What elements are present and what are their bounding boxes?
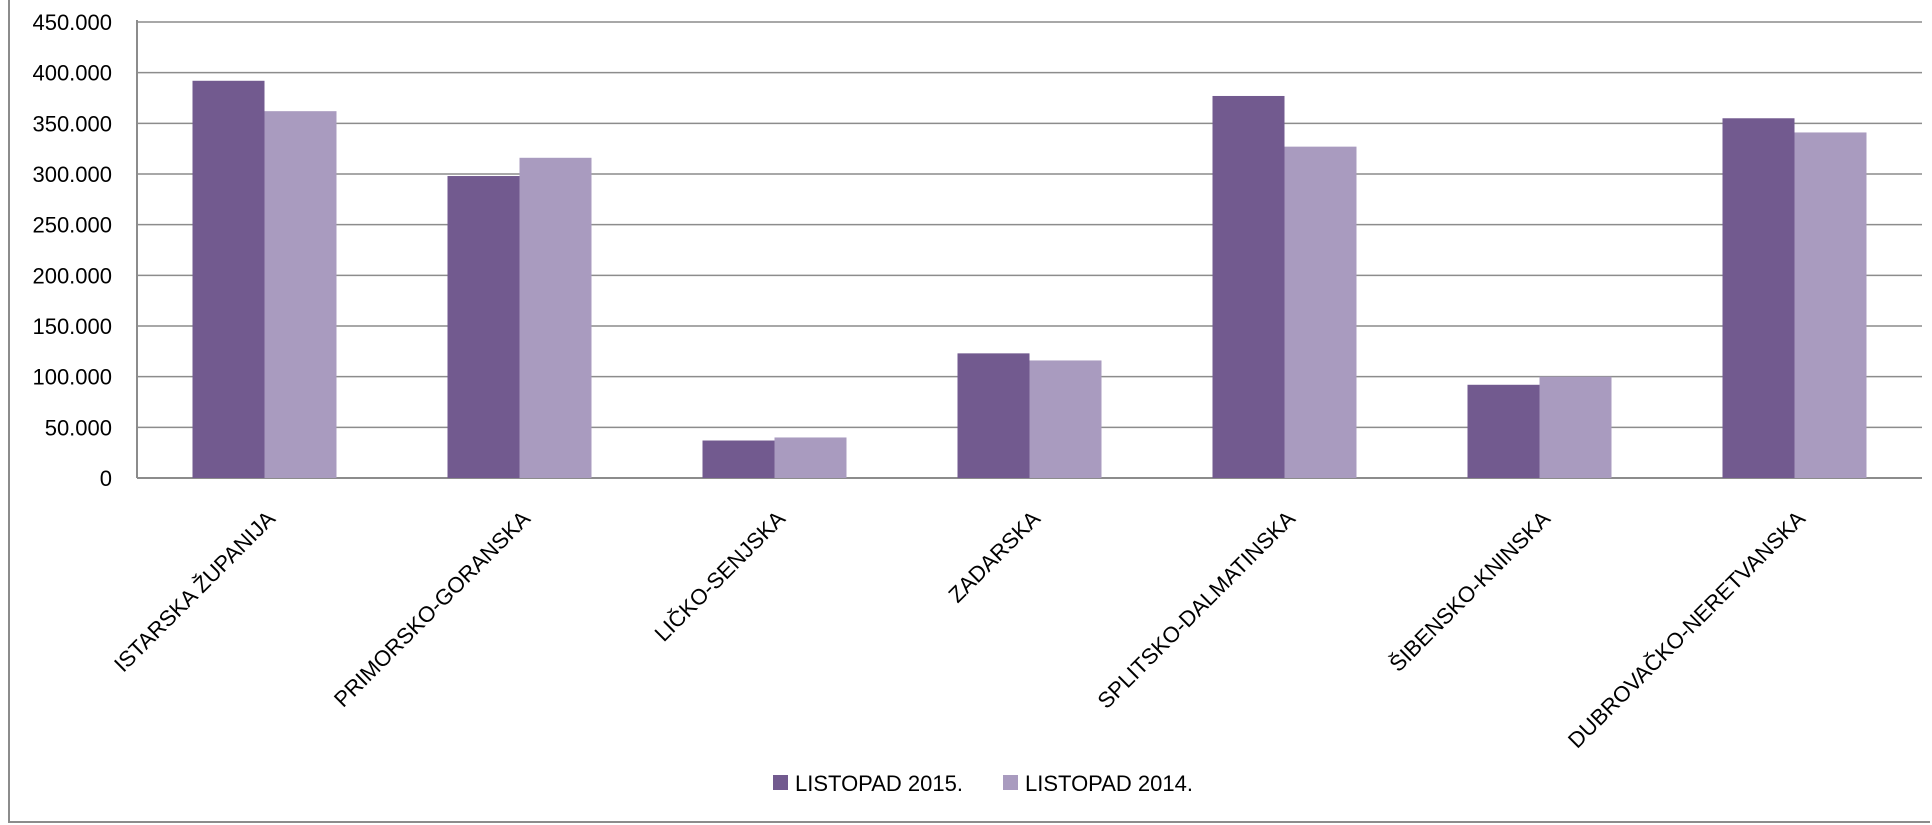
bar	[264, 111, 337, 478]
y-tick-label: 200.000	[32, 263, 112, 288]
bar	[1029, 360, 1102, 478]
y-tick-label: 100.000	[32, 365, 112, 390]
legend-label: LISTOPAD 2015.	[795, 771, 963, 796]
bar	[1212, 95, 1285, 479]
x-category-label: ISTARSKA ŽUPANIJA	[109, 506, 280, 677]
x-category-label: PRIMORSKO-GORANSKA	[329, 506, 535, 712]
y-tick-label: 0	[100, 466, 112, 491]
x-category-label: SPLITSKO-DALMATINSKA	[1092, 506, 1300, 714]
y-tick-label: 250.000	[32, 213, 112, 238]
bar	[1539, 376, 1612, 478]
x-category-label: ZADARSKA	[943, 506, 1045, 608]
x-category-label: DUBROVAČKO-NERETVANSKA	[1563, 506, 1810, 753]
chart-frame	[8, 0, 1930, 823]
bar	[1794, 132, 1867, 478]
legend-swatch	[1003, 775, 1018, 790]
bar	[1284, 146, 1357, 478]
y-tick-label: 50.000	[45, 415, 112, 440]
x-category-label: LIČKO-SENJSKA	[650, 506, 791, 647]
bar	[1467, 384, 1540, 478]
x-category-label: ŠIBENSKO-KNINSKA	[1384, 506, 1555, 677]
legend-swatch	[773, 775, 788, 790]
y-tick-label: 450.000	[32, 10, 112, 35]
y-tick-label: 400.000	[32, 61, 112, 86]
bar	[1722, 118, 1795, 479]
legend-label: LISTOPAD 2014.	[1025, 771, 1193, 796]
bar	[774, 437, 847, 478]
bar	[702, 440, 775, 478]
y-tick-label: 300.000	[32, 162, 112, 187]
bar	[192, 80, 265, 479]
y-tick-label: 350.000	[32, 111, 112, 136]
y-tick-label: 150.000	[32, 314, 112, 339]
bar	[957, 353, 1030, 478]
bar	[519, 157, 592, 478]
bar	[447, 176, 520, 478]
